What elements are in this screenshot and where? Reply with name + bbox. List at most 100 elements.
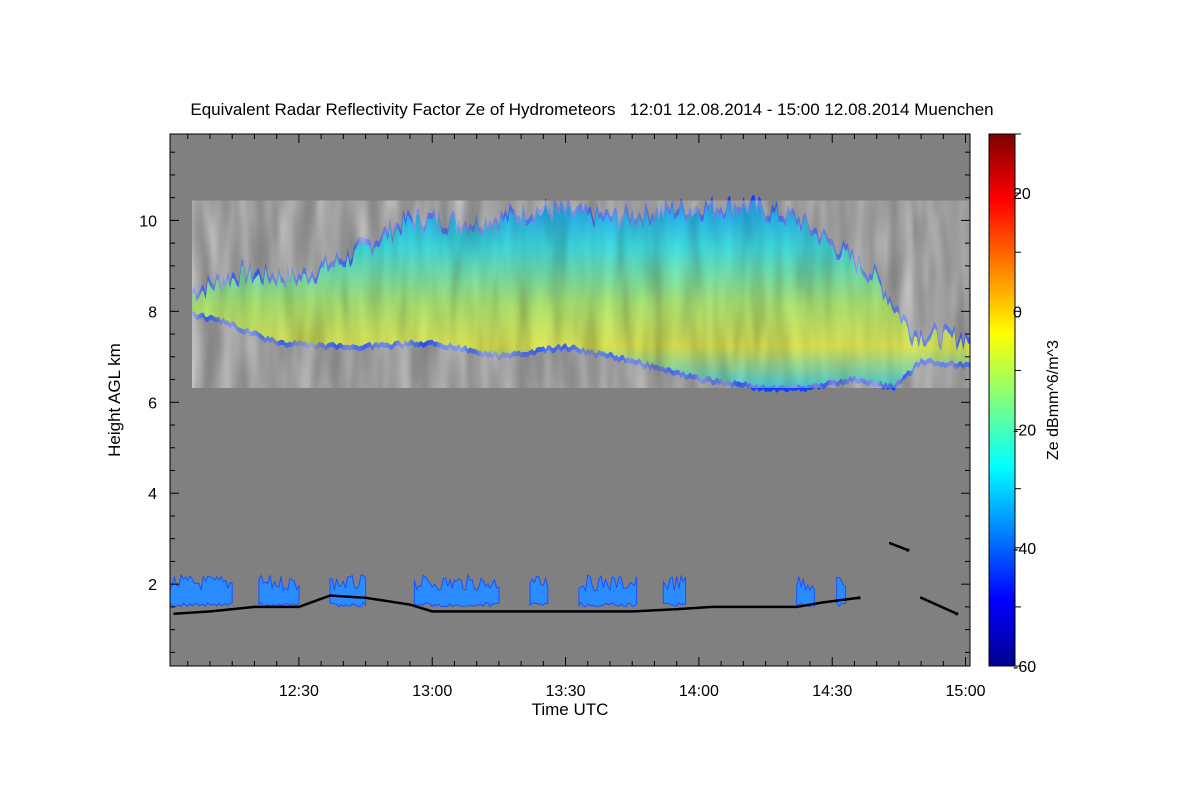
- cloud-base-dot: [788, 605, 791, 609]
- cloud-base-dot: [449, 610, 453, 613]
- cloud-base-dot: [281, 605, 284, 609]
- cloud-base-dot: [544, 610, 547, 613]
- cloud-base-dot: [176, 612, 179, 615]
- cloud-base-dot: [448, 610, 451, 613]
- x-tick-label: 14:30: [812, 683, 852, 700]
- cloud-base-dot: [853, 597, 856, 600]
- cloud-base-dot: [415, 605, 418, 608]
- cloud-base-dot: [561, 610, 564, 613]
- cloud-base-dot: [435, 610, 439, 613]
- cloud-base-dot: [660, 608, 663, 612]
- colorbar-tick-label: -20: [1013, 423, 1036, 440]
- y-tick-label: 8: [148, 304, 157, 321]
- cloud-base-dot: [586, 610, 589, 613]
- cloud-base-dot: [384, 599, 387, 603]
- cloud-base-dot: [366, 596, 369, 600]
- cloud-base-dot: [335, 594, 338, 598]
- cloud-base-dot: [223, 608, 226, 612]
- cloud-base-dot: [563, 610, 566, 613]
- cloud-base-dot: [689, 607, 692, 610]
- low-cloud-segment: [578, 574, 638, 608]
- cloud-base-dot: [350, 595, 353, 599]
- cloud-base-dot: [828, 600, 831, 603]
- cloud-base-dot: [278, 605, 281, 609]
- cloud-base-dot: [333, 594, 336, 598]
- cloud-base-dot: [195, 611, 198, 614]
- low-cloud-segment: [329, 574, 367, 608]
- cloud-base-dot: [801, 604, 805, 608]
- cloud-base-dot: [702, 606, 705, 609]
- cloud-base-dot: [656, 608, 659, 612]
- cloud-base-dot: [479, 610, 482, 613]
- cloud-base-dot: [850, 597, 853, 600]
- cloud-base-dot: [924, 598, 927, 602]
- cloud-base-dot: [505, 610, 508, 613]
- cloud-base-dot: [510, 610, 513, 613]
- cloud-base-dot: [712, 605, 715, 609]
- cloud-base-dot: [814, 602, 817, 605]
- cloud-base-dot: [521, 610, 524, 613]
- cloud-base-dot: [932, 602, 935, 605]
- cloud-base-dot: [783, 605, 787, 609]
- cloud-base-dot: [295, 605, 298, 609]
- cloud-base-dot: [440, 610, 443, 613]
- cloud-base-dot: [373, 598, 377, 601]
- cloud-base-dot: [251, 605, 254, 609]
- cloud-base-dot: [601, 610, 605, 613]
- cloud-base-dot: [587, 610, 591, 613]
- cloud-base-dot: [457, 610, 460, 613]
- cloud-base-dot: [780, 605, 783, 609]
- cloud-base-dot: [297, 605, 301, 609]
- cloud-base-dots: [173, 542, 959, 616]
- cloud-base-dot: [595, 610, 598, 613]
- cloud-base-dot: [347, 595, 350, 598]
- cloud-base-dot: [253, 605, 256, 609]
- cloud-base-dot: [463, 610, 467, 613]
- cloud-base-dot: [575, 610, 578, 613]
- cloud-base-dot: [763, 605, 766, 609]
- cloud-base-dot: [820, 601, 823, 604]
- cloud-base-dot: [748, 605, 751, 609]
- cloud-base-dot: [847, 597, 850, 601]
- cloud-base-dot: [184, 611, 187, 615]
- cloud-base-dot: [349, 595, 352, 599]
- cloud-base-dot: [410, 603, 413, 607]
- cloud-base-dot: [286, 605, 289, 609]
- cloud-base-dot: [929, 600, 932, 604]
- cloud-base-dot: [635, 609, 639, 613]
- cloud-base-dot: [255, 605, 258, 609]
- cloud-base-dot: [611, 610, 614, 613]
- cloud-base-dot: [700, 606, 703, 609]
- cloud-base-dot: [827, 600, 830, 603]
- cloud-base-dot: [719, 605, 722, 609]
- x-tick-label: 13:30: [546, 683, 586, 700]
- cloud-base-dot: [387, 600, 391, 603]
- cloud-base-dot: [560, 610, 563, 613]
- cloud-base-dot: [189, 611, 192, 614]
- cloud-base-dot: [336, 594, 339, 598]
- cloud-base-dot: [831, 599, 834, 603]
- cloud-base-dot: [673, 608, 676, 611]
- cloud-base-dot: [293, 605, 297, 609]
- cloud-base-dot: [773, 605, 776, 609]
- cloud-base-dot: [419, 606, 423, 610]
- cloud-base-dot: [946, 608, 949, 611]
- cloud-base-dot: [683, 607, 686, 610]
- cloud-base-dot: [533, 610, 536, 613]
- cloud-base-dot: [836, 599, 839, 602]
- cloud-base-dot: [837, 599, 841, 602]
- cloud-base-dot: [181, 612, 184, 615]
- cloud-base-dot: [538, 610, 541, 613]
- cloud-base-dot: [898, 545, 901, 549]
- cloud-base-dot: [224, 608, 227, 612]
- cloud-base-dot: [459, 610, 462, 613]
- cloud-base-dot: [377, 598, 380, 601]
- cloud-base-dot: [628, 610, 631, 613]
- cloud-base-dot: [361, 596, 364, 599]
- cloud-base-dot: [745, 605, 748, 609]
- cloud-base-dot: [488, 610, 491, 613]
- cloud-base-dot: [951, 610, 954, 613]
- cloud-base-dot: [920, 596, 923, 599]
- cloud-base-dot: [803, 604, 806, 607]
- cloud-base-dot: [460, 610, 463, 613]
